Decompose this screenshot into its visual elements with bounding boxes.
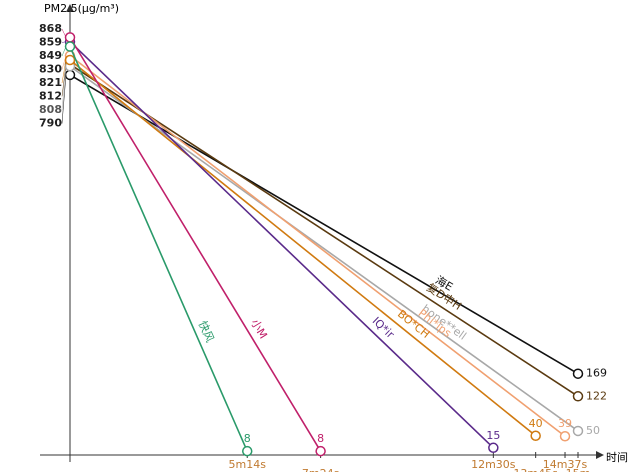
end-label: 122 [586, 389, 607, 402]
series-line [69, 41, 494, 449]
series-name: IQ*ir [370, 314, 397, 341]
x-arrow [596, 451, 604, 459]
point [64, 41, 76, 52]
series-line [69, 63, 579, 397]
series-line [69, 55, 566, 437]
leader [61, 66, 67, 111]
x-tick-label: 5m14s [229, 458, 267, 471]
series-line [69, 59, 537, 437]
point [315, 445, 326, 457]
series-line [69, 36, 322, 452]
x-tick-label: 13m45s [513, 467, 558, 472]
point [559, 430, 571, 442]
leader [61, 46, 67, 57]
point [488, 442, 499, 454]
x-tick-label: 12m30s [471, 458, 516, 471]
leader [61, 64, 67, 97]
end-label: 40 [529, 417, 543, 430]
end-label: 8 [317, 432, 324, 445]
end-label: 8 [244, 432, 251, 445]
start-label: 849 [39, 49, 62, 62]
x-tick-label: 14m37s [543, 458, 588, 471]
series-line [69, 65, 579, 432]
leader [61, 59, 67, 84]
start-label: 790 [39, 117, 62, 130]
series-line [69, 74, 579, 375]
start-label: 859 [39, 36, 62, 49]
y-arrow [66, 4, 74, 12]
point [572, 368, 584, 379]
start-label: 812 [39, 90, 62, 103]
x-tick-label: 7m24s [302, 467, 340, 472]
x-axis-label: 时间 [606, 451, 628, 464]
start-label: 830 [39, 63, 62, 76]
start-label: 808 [39, 103, 62, 116]
point [530, 430, 541, 442]
leader [61, 74, 67, 124]
series-line [69, 46, 248, 452]
point [64, 69, 76, 81]
x-tick-label: 15m [566, 467, 591, 472]
start-label: 821 [39, 76, 62, 89]
start-label: 868 [39, 22, 62, 35]
leader [61, 28, 67, 38]
point [241, 445, 253, 457]
point [64, 32, 76, 43]
point [572, 425, 584, 437]
end-label: 50 [586, 424, 600, 437]
y-axis-label: PM2.5(μg/m³) [44, 2, 119, 15]
point [64, 54, 76, 66]
end-label: 15 [486, 429, 500, 442]
point [572, 391, 584, 402]
end-label: 39 [558, 417, 572, 430]
end-label: 169 [586, 367, 607, 380]
leader [61, 41, 67, 43]
